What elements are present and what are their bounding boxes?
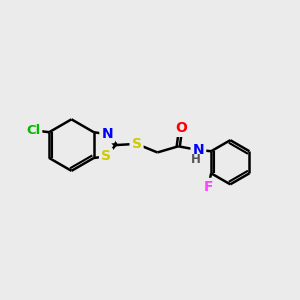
Text: F: F: [203, 180, 213, 194]
Text: N: N: [193, 143, 204, 157]
Text: S: S: [101, 149, 111, 164]
Text: H: H: [191, 153, 201, 166]
Text: N: N: [101, 127, 113, 141]
Text: S: S: [131, 137, 142, 151]
Text: O: O: [175, 121, 187, 135]
Text: Cl: Cl: [26, 124, 40, 137]
